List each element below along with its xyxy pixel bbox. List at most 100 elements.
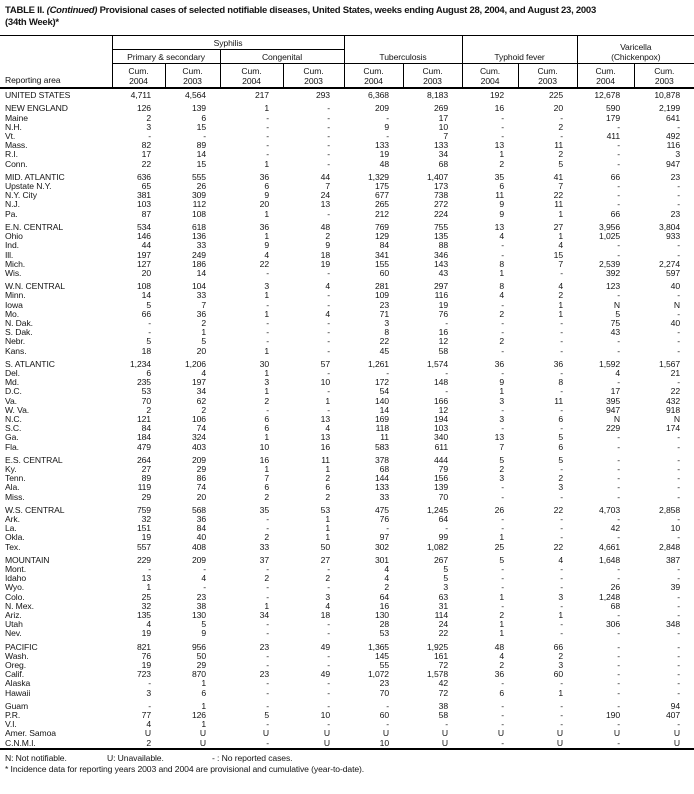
value-cell: 1 xyxy=(558,208,564,219)
value-cell: 16 xyxy=(379,600,389,611)
value-cell: 4 xyxy=(325,423,330,434)
value-cell: 27 xyxy=(320,554,330,565)
value-cell: 1 xyxy=(201,678,206,689)
value-cell: - xyxy=(327,267,330,278)
value-cell: 1 xyxy=(264,308,269,319)
reporting-area-cell: W. Va. xyxy=(5,404,30,415)
value-cell: 1,648 xyxy=(599,554,621,565)
value-cell: 23 xyxy=(379,299,389,310)
value-cell: - xyxy=(677,482,681,493)
value-cell: 169 xyxy=(374,413,389,424)
value-cell: 174 xyxy=(665,423,681,434)
value-cell: 17 xyxy=(438,112,449,123)
value-cell: - xyxy=(501,249,505,260)
value-cell: 1 xyxy=(325,523,330,534)
value-cell: 1 xyxy=(264,345,269,356)
reporting-area-cell: Tex. xyxy=(5,541,21,552)
value-cell: 186 xyxy=(191,258,206,269)
value-cell: - xyxy=(266,267,269,278)
value-cell: 407 xyxy=(665,710,681,721)
value-cell: U xyxy=(673,737,681,748)
table-row: Wis. 20 14 - - 60 43 1 - 392 597 xyxy=(0,267,694,278)
table-row: Del. 6 4 1 - - - - - 4 21 xyxy=(0,367,694,378)
value-cell: - xyxy=(617,532,621,543)
reporting-area-cell: Colo. xyxy=(5,591,25,602)
value-cell: 14 xyxy=(141,290,151,301)
value-cell: 217 xyxy=(254,90,269,101)
value-cell: 94 xyxy=(670,700,681,711)
value-cell: 432 xyxy=(665,395,681,406)
value-cell: U xyxy=(441,737,449,748)
value-cell: 76 xyxy=(141,650,151,661)
value-cell: 870 xyxy=(191,669,206,680)
reporting-area-cell: N.Y. City xyxy=(5,190,37,201)
table-row: R.I. 17 14 - - 19 34 1 2 - 3 xyxy=(0,150,694,159)
value-cell: 116 xyxy=(434,290,449,301)
value-cell: 18 xyxy=(141,345,151,356)
value-cell: - xyxy=(677,377,681,388)
table-row: Minn. 14 33 1 - 109 116 4 2 - - xyxy=(0,291,694,300)
value-cell: 918 xyxy=(665,404,681,415)
value-cell: 11 xyxy=(321,454,330,465)
value-cell: 60 xyxy=(379,267,389,278)
value-cell: 22 xyxy=(438,628,449,639)
table-row: Ga. 184 324 1 13 11 340 13 5 - - xyxy=(0,433,694,442)
value-cell: - xyxy=(617,641,621,652)
value-cell: 8 xyxy=(499,281,505,292)
reporting-area-cell: Maine xyxy=(5,112,28,123)
table-row: N.H. 3 15 - - 9 10 - 2 - - xyxy=(0,122,694,132)
value-cell: - xyxy=(617,628,621,639)
value-cell: 1,925 xyxy=(427,641,449,652)
value-cell: 48 xyxy=(494,641,505,652)
table-row: Oreg. 19 29 - - 55 72 2 3 - - xyxy=(0,660,694,670)
value-cell: - xyxy=(386,719,389,730)
value-cell: - xyxy=(560,582,564,593)
value-cell: 155 xyxy=(374,258,389,269)
cum-header-row: Cum. 2004 Cum. 2003 Cum. 2004 Cum. 2003 Cum. 2004… xyxy=(0,63,694,90)
table-row: Ala. 119 74 6 6 133 139 - 3 - - xyxy=(0,483,694,492)
value-cell: 42 xyxy=(438,678,449,689)
reporting-area-cell: Okla. xyxy=(5,532,25,543)
value-cell: - xyxy=(501,240,505,251)
value-cell: 108 xyxy=(191,208,206,219)
value-cell: 184 xyxy=(136,432,151,443)
value-cell: 2,199 xyxy=(659,103,681,114)
value-cell: 1,234 xyxy=(129,358,151,369)
value-cell: - xyxy=(501,582,505,593)
value-cell: 225 xyxy=(548,90,564,101)
value-cell: 72 xyxy=(438,687,449,698)
value-cell: 108 xyxy=(136,281,151,292)
value-cell: - xyxy=(501,737,505,748)
value-cell: - xyxy=(677,678,681,689)
value-cell: 22 xyxy=(553,541,564,552)
value-cell: 192 xyxy=(489,90,505,101)
reporting-area-cell: Fla. xyxy=(5,441,19,452)
value-cell: - xyxy=(386,367,389,378)
value-cell: 123 xyxy=(605,281,621,292)
value-cell: 611 xyxy=(434,441,449,452)
value-cell: 106 xyxy=(191,413,206,424)
value-cell: 103 xyxy=(136,199,151,210)
value-cell: 20 xyxy=(196,345,206,356)
value-cell: - xyxy=(560,678,564,689)
value-cell: - xyxy=(148,327,151,338)
column-header-cum-2004: Cum. 2004 xyxy=(462,63,519,90)
footnote-unavailable: U: Unavailable. xyxy=(107,752,164,763)
value-cell: - xyxy=(266,131,269,142)
value-cell: 14 xyxy=(196,149,206,160)
value-cell: - xyxy=(501,345,505,356)
value-cell: - xyxy=(501,564,505,574)
footnote-no-reported-cases: - : No reported cases. xyxy=(212,752,293,763)
value-cell: 597 xyxy=(665,267,681,278)
header-band-groups: Reporting area Syphilis Tuberculosis Typ… xyxy=(0,34,694,90)
value-cell: 1,365 xyxy=(367,641,389,652)
reporting-area-cell: V.I. xyxy=(5,719,17,730)
subgroup-primary-secondary: Primary & secondary xyxy=(112,49,221,64)
value-cell: 68 xyxy=(610,600,621,611)
value-cell: 8,183 xyxy=(427,90,449,101)
value-cell: - xyxy=(327,336,330,347)
value-cell: 10 xyxy=(320,377,330,388)
value-cell: 19 xyxy=(438,299,449,310)
value-cell: 346 xyxy=(433,249,449,260)
value-cell: - xyxy=(445,317,449,328)
